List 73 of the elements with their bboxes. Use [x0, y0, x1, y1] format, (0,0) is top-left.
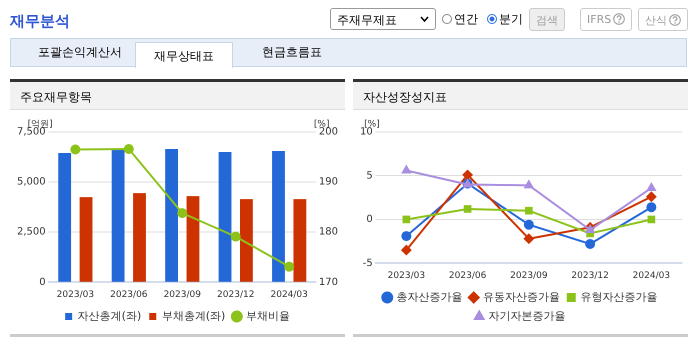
- point: [524, 220, 534, 230]
- y-tick-label: 0: [39, 276, 46, 288]
- legend-label: 부채비율: [246, 309, 290, 322]
- x-tick-label: 2023/06: [448, 270, 487, 281]
- text: 재무분석: [10, 12, 70, 31]
- point: [648, 216, 656, 224]
- x-tick-label: 2023/03: [388, 270, 426, 281]
- y2-tick-label: 200: [318, 126, 338, 138]
- text: 연간: [453, 11, 478, 28]
- point: [70, 144, 80, 155]
- text: 주재무제표: [330, 8, 436, 30]
- text: 재무상태표: [135, 42, 233, 68]
- point: [401, 245, 412, 256]
- x-tick-label: 2023/03: [56, 290, 94, 300]
- point: [586, 224, 595, 233]
- point: [524, 180, 534, 188]
- legend-label: 자기자본증가율: [488, 309, 566, 322]
- y-tick-label: -5: [362, 258, 373, 269]
- point: [284, 262, 294, 272]
- y2-tick-label: 170: [318, 276, 338, 288]
- text: IFRS: [580, 8, 632, 31]
- bar: [293, 199, 306, 282]
- chart-title: 자산성장성지표: [353, 82, 688, 110]
- legend-label: 유형자산증가율: [580, 290, 658, 304]
- bar: [218, 152, 232, 282]
- x-tick-label: 2024/03: [632, 270, 670, 281]
- x-tick-label: 2023/12: [217, 290, 254, 300]
- text: 분기: [498, 11, 523, 28]
- y-tick-label: 7,500: [16, 126, 46, 138]
- y-tick-label: 0: [366, 214, 373, 226]
- point: [401, 231, 412, 242]
- y-tick-label: 5,000: [16, 176, 46, 188]
- point: [462, 170, 473, 180]
- legend-label: 부채총계(좌): [162, 309, 226, 322]
- bar: [240, 199, 253, 282]
- point: [646, 182, 656, 191]
- bar: [272, 151, 285, 282]
- point: [177, 208, 188, 218]
- bar: [186, 196, 200, 282]
- bar: [80, 197, 92, 282]
- x-tick-label: 2023/12: [571, 270, 609, 281]
- point: [464, 205, 472, 213]
- legend-label: 유동자산증가율: [482, 290, 560, 304]
- bar: [165, 149, 178, 282]
- y2-tick-label: 180: [318, 226, 338, 238]
- chart-title: 주요재무항목: [10, 82, 345, 110]
- bar: [133, 193, 146, 282]
- point: [585, 238, 596, 249]
- point: [124, 144, 134, 154]
- bar: [112, 149, 125, 282]
- y-tick-label: 2,500: [16, 226, 46, 238]
- text: 현금흐름표: [262, 44, 322, 61]
- point: [646, 202, 656, 212]
- text: 검색: [529, 8, 565, 31]
- point: [402, 165, 411, 174]
- point: [402, 216, 410, 224]
- text: 포괄손익계산서: [38, 44, 122, 61]
- y-tick-label: 5: [366, 170, 373, 182]
- y-axis-title: [%]: [364, 119, 380, 130]
- legend-label: 자산총계(좌): [78, 309, 142, 322]
- point: [230, 232, 241, 242]
- bar: [58, 153, 72, 282]
- x-tick-label: 2024/03: [270, 290, 308, 300]
- x-tick-label: 2023/09: [164, 290, 202, 300]
- text: 산식: [638, 8, 688, 31]
- y-tick-label: 10: [360, 126, 373, 138]
- point: [524, 234, 534, 244]
- point: [646, 192, 656, 202]
- x-tick-label: 2023/06: [110, 290, 148, 300]
- y2-tick-label: 190: [318, 176, 338, 188]
- point: [525, 206, 533, 215]
- x-tick-label: 2023/09: [510, 270, 548, 281]
- legend-label: 총자산증가율: [396, 290, 462, 304]
